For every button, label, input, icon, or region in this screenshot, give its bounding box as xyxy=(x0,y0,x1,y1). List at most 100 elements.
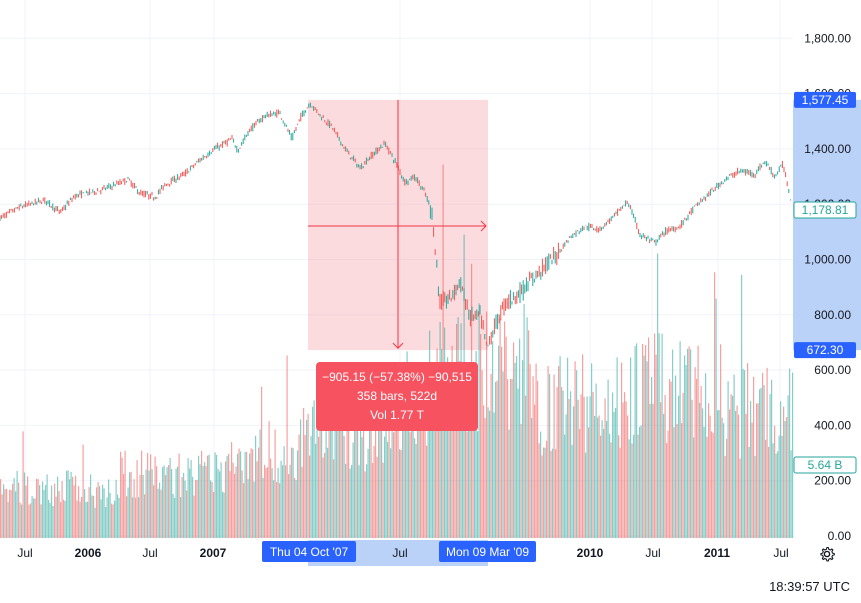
volume-bar xyxy=(622,402,624,538)
volume-bar xyxy=(624,392,626,538)
volume-bar xyxy=(226,455,228,538)
volume-bar xyxy=(510,378,512,538)
volume-bar xyxy=(318,436,320,538)
volume-bar xyxy=(730,394,732,538)
volume-bar xyxy=(39,485,41,538)
volume-bar xyxy=(723,423,725,538)
volume-bar xyxy=(525,395,527,538)
volume-bar xyxy=(642,343,644,538)
volume-bar xyxy=(514,362,516,538)
volume-bar xyxy=(483,405,485,538)
volume-bar xyxy=(220,462,222,538)
volume-bar xyxy=(0,479,2,538)
volume-bar xyxy=(306,419,308,538)
volume-bar xyxy=(216,454,218,538)
gear-icon[interactable] xyxy=(818,545,836,563)
measure-info-box: −905.15 (−57.38%) −90,515 358 bars, 522d… xyxy=(316,362,478,431)
volume-bar xyxy=(214,452,216,538)
volume-bar xyxy=(538,443,540,538)
price-axis[interactable]: 0.00200.00400.00600.00800.001,000.001,20… xyxy=(793,31,861,543)
volume-bar xyxy=(99,486,101,538)
volume-bar xyxy=(315,443,317,538)
volume-bar xyxy=(276,481,278,538)
volume-bar xyxy=(253,481,255,538)
volume-bar xyxy=(163,465,165,538)
volume-bar xyxy=(370,400,372,538)
volume-bar xyxy=(615,407,617,538)
volume-bar xyxy=(4,489,6,538)
volume-bar xyxy=(454,380,456,538)
volume-bar xyxy=(165,475,167,538)
volume-bar xyxy=(288,474,290,538)
volume-bar xyxy=(160,489,162,538)
arrow-right-icon xyxy=(480,220,487,232)
volume-bar xyxy=(285,465,287,538)
volume-bar xyxy=(256,461,258,538)
volume-bar xyxy=(667,430,669,538)
time-tick-label: Jul xyxy=(392,546,407,560)
volume-bar xyxy=(127,487,129,538)
volume-bar xyxy=(597,417,599,538)
svg-text:Thu 04 Oct '07: Thu 04 Oct '07 xyxy=(270,545,349,559)
volume-bar xyxy=(375,396,377,538)
volume-bar xyxy=(519,338,521,538)
volume-bar xyxy=(246,451,248,538)
volume-bar xyxy=(526,317,528,538)
volume-bar xyxy=(481,370,483,538)
volume-bar xyxy=(397,427,399,538)
time-axis[interactable]: Jul 2006 Jul 2007 Jul 2010 Jul 2011 Jul Thu 04 O… xyxy=(17,540,789,566)
volume-bar xyxy=(447,357,449,538)
volume-bar xyxy=(201,450,203,538)
volume-bar xyxy=(420,413,422,538)
volume-bar xyxy=(192,476,194,538)
volume-bar xyxy=(766,367,768,538)
volume-bar xyxy=(396,391,398,538)
volume-bar xyxy=(342,402,344,538)
volume-bar xyxy=(267,467,269,538)
volume-bar xyxy=(381,424,383,538)
volume-bar xyxy=(634,346,636,538)
volume-bar xyxy=(693,437,695,538)
volume-bar xyxy=(675,375,677,538)
volume-bar xyxy=(31,496,33,538)
volume-bar xyxy=(19,502,21,538)
volume-bar xyxy=(759,389,761,538)
volume-bar xyxy=(57,476,59,538)
volume-bar xyxy=(625,401,627,538)
volume-bar xyxy=(670,381,672,538)
volume-bar xyxy=(25,485,27,538)
price-tick-label: 200.00 xyxy=(814,474,851,488)
volume-bar xyxy=(321,410,323,538)
volume-bar xyxy=(717,410,719,538)
volume-bar xyxy=(63,499,65,538)
volume-bar xyxy=(252,449,254,538)
volume-bar xyxy=(361,437,363,538)
volume-bar xyxy=(3,484,5,538)
volume-bar xyxy=(418,373,420,538)
volume-bar xyxy=(162,467,164,538)
volume-bar xyxy=(613,411,615,538)
volume-bar xyxy=(184,480,186,538)
volume-bar xyxy=(388,419,390,538)
volume-bar xyxy=(694,367,696,538)
volume-bar xyxy=(49,502,51,538)
volume-bar xyxy=(720,344,722,538)
price-tick-label: 600.00 xyxy=(814,363,851,377)
volume-bar xyxy=(582,354,584,538)
volume-bar xyxy=(217,468,219,538)
volume-bar xyxy=(658,333,660,538)
volume-bar xyxy=(103,488,105,538)
volume-bar xyxy=(283,446,285,538)
volume-bar xyxy=(114,500,116,538)
volume-bar xyxy=(616,357,618,538)
volume-bar xyxy=(243,483,245,538)
volume-bar xyxy=(681,423,683,538)
volume-bar xyxy=(274,429,276,538)
volume-bar xyxy=(573,406,575,538)
volume-bar xyxy=(499,318,501,538)
grid-lines xyxy=(0,0,793,538)
volume-bar xyxy=(22,431,24,538)
volume-bar xyxy=(742,368,744,538)
volume-bar xyxy=(532,376,534,538)
